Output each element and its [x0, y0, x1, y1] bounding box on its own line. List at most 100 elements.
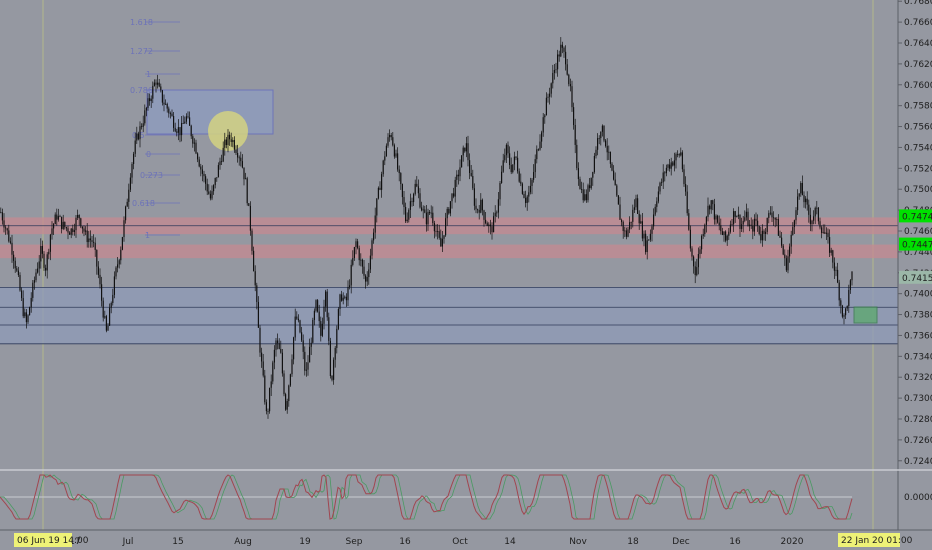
candle-body — [665, 167, 667, 174]
candle-body — [133, 153, 135, 165]
candle-body — [249, 205, 251, 231]
candle-body — [86, 230, 88, 243]
price-tick-label: 0.75800 — [904, 102, 932, 112]
fib-retracement[interactable]: 1.618 1.272 1 0.786 0.5 0 0.273 0.618 1 — [130, 18, 274, 240]
candle-body — [45, 267, 47, 271]
candle-body — [297, 318, 299, 321]
candle-body — [699, 249, 701, 255]
candle-body — [675, 154, 677, 161]
fib-label: 1.272 — [130, 47, 153, 56]
candle-body — [275, 340, 277, 350]
candle-body — [851, 271, 853, 281]
candle-body — [793, 220, 795, 228]
candle-body — [521, 183, 523, 194]
candle-body — [641, 221, 643, 239]
candle-body — [438, 231, 440, 238]
candle-body — [414, 183, 416, 195]
candle-body — [33, 280, 35, 283]
candle-body — [278, 343, 280, 349]
candle-body — [326, 291, 328, 318]
candle-body — [347, 287, 349, 301]
candle-body — [429, 211, 431, 214]
time-axis[interactable]: 17Jul15Aug19Sep16Oct14Nov18Dec16202020 — [69, 537, 858, 547]
candle-body — [685, 184, 687, 192]
candle-body — [646, 240, 648, 253]
candle-body — [483, 210, 485, 220]
candle-body — [557, 54, 559, 70]
candle-body — [200, 166, 202, 170]
candle-body — [78, 214, 80, 219]
candle-body — [85, 230, 87, 232]
candle-body — [832, 250, 834, 263]
candle-body — [318, 311, 320, 322]
candle-body — [798, 193, 800, 197]
candle-body — [625, 230, 627, 237]
candle-body — [736, 216, 738, 218]
candle-body — [214, 178, 216, 186]
candle-body — [630, 221, 632, 223]
candle-body — [160, 86, 162, 91]
candle-body — [837, 269, 839, 283]
candle-body — [101, 284, 103, 301]
candle-body — [424, 209, 426, 213]
candle-body — [94, 242, 96, 250]
candle-body — [461, 155, 463, 168]
candle-body — [697, 254, 699, 268]
candle-body — [257, 301, 259, 328]
candle-body — [29, 307, 31, 316]
candle-body — [603, 125, 605, 141]
candle-body — [80, 218, 82, 227]
candle-body — [9, 241, 11, 243]
candle-body — [505, 144, 507, 156]
candle-body — [373, 232, 375, 241]
candle-body — [787, 256, 789, 271]
time-tick-label: 19 — [299, 537, 311, 547]
target-box[interactable] — [853, 306, 878, 324]
price-tick-label: 0.76400 — [904, 39, 932, 49]
candle-body — [109, 307, 111, 326]
candle-body — [744, 217, 746, 221]
time-tick-label: Dec — [672, 537, 689, 547]
candle-body — [25, 312, 27, 323]
candle-series — [0, 37, 853, 419]
fib-label: 1.618 — [130, 18, 153, 27]
candle-body — [152, 85, 154, 99]
candle-body — [821, 227, 823, 233]
candle-body — [363, 266, 365, 276]
candle-body — [449, 201, 451, 214]
candle-body — [176, 131, 178, 133]
candle-body — [289, 374, 291, 386]
candle-body — [227, 134, 229, 145]
candle-body — [88, 238, 90, 243]
candle-body — [395, 153, 397, 157]
candle-body — [13, 254, 15, 261]
candle-body — [627, 229, 629, 237]
candle-body — [761, 230, 763, 241]
candle-body — [619, 204, 621, 220]
candle-body — [128, 189, 130, 202]
candle-body — [790, 234, 792, 247]
candle-body — [261, 352, 263, 362]
candle-body — [617, 195, 619, 205]
candle-body — [824, 232, 826, 234]
candle-body — [573, 107, 575, 125]
candle-body — [131, 164, 133, 178]
candle-body — [341, 294, 343, 301]
candle-body — [125, 206, 127, 221]
candle-body — [177, 127, 179, 133]
candle-body — [749, 224, 751, 227]
candle-body — [389, 134, 391, 138]
candle-body — [739, 214, 741, 229]
candle-body — [165, 103, 167, 105]
candle-body — [369, 255, 371, 270]
candle-body — [336, 328, 338, 348]
price-zone — [0, 244, 898, 259]
candle-body — [179, 127, 181, 136]
candle-body — [173, 116, 175, 128]
price-tick-label: 0.75200 — [904, 164, 932, 174]
candle-body — [267, 411, 269, 412]
fib-label: 0.618 — [132, 199, 155, 208]
candle-body — [208, 191, 210, 194]
